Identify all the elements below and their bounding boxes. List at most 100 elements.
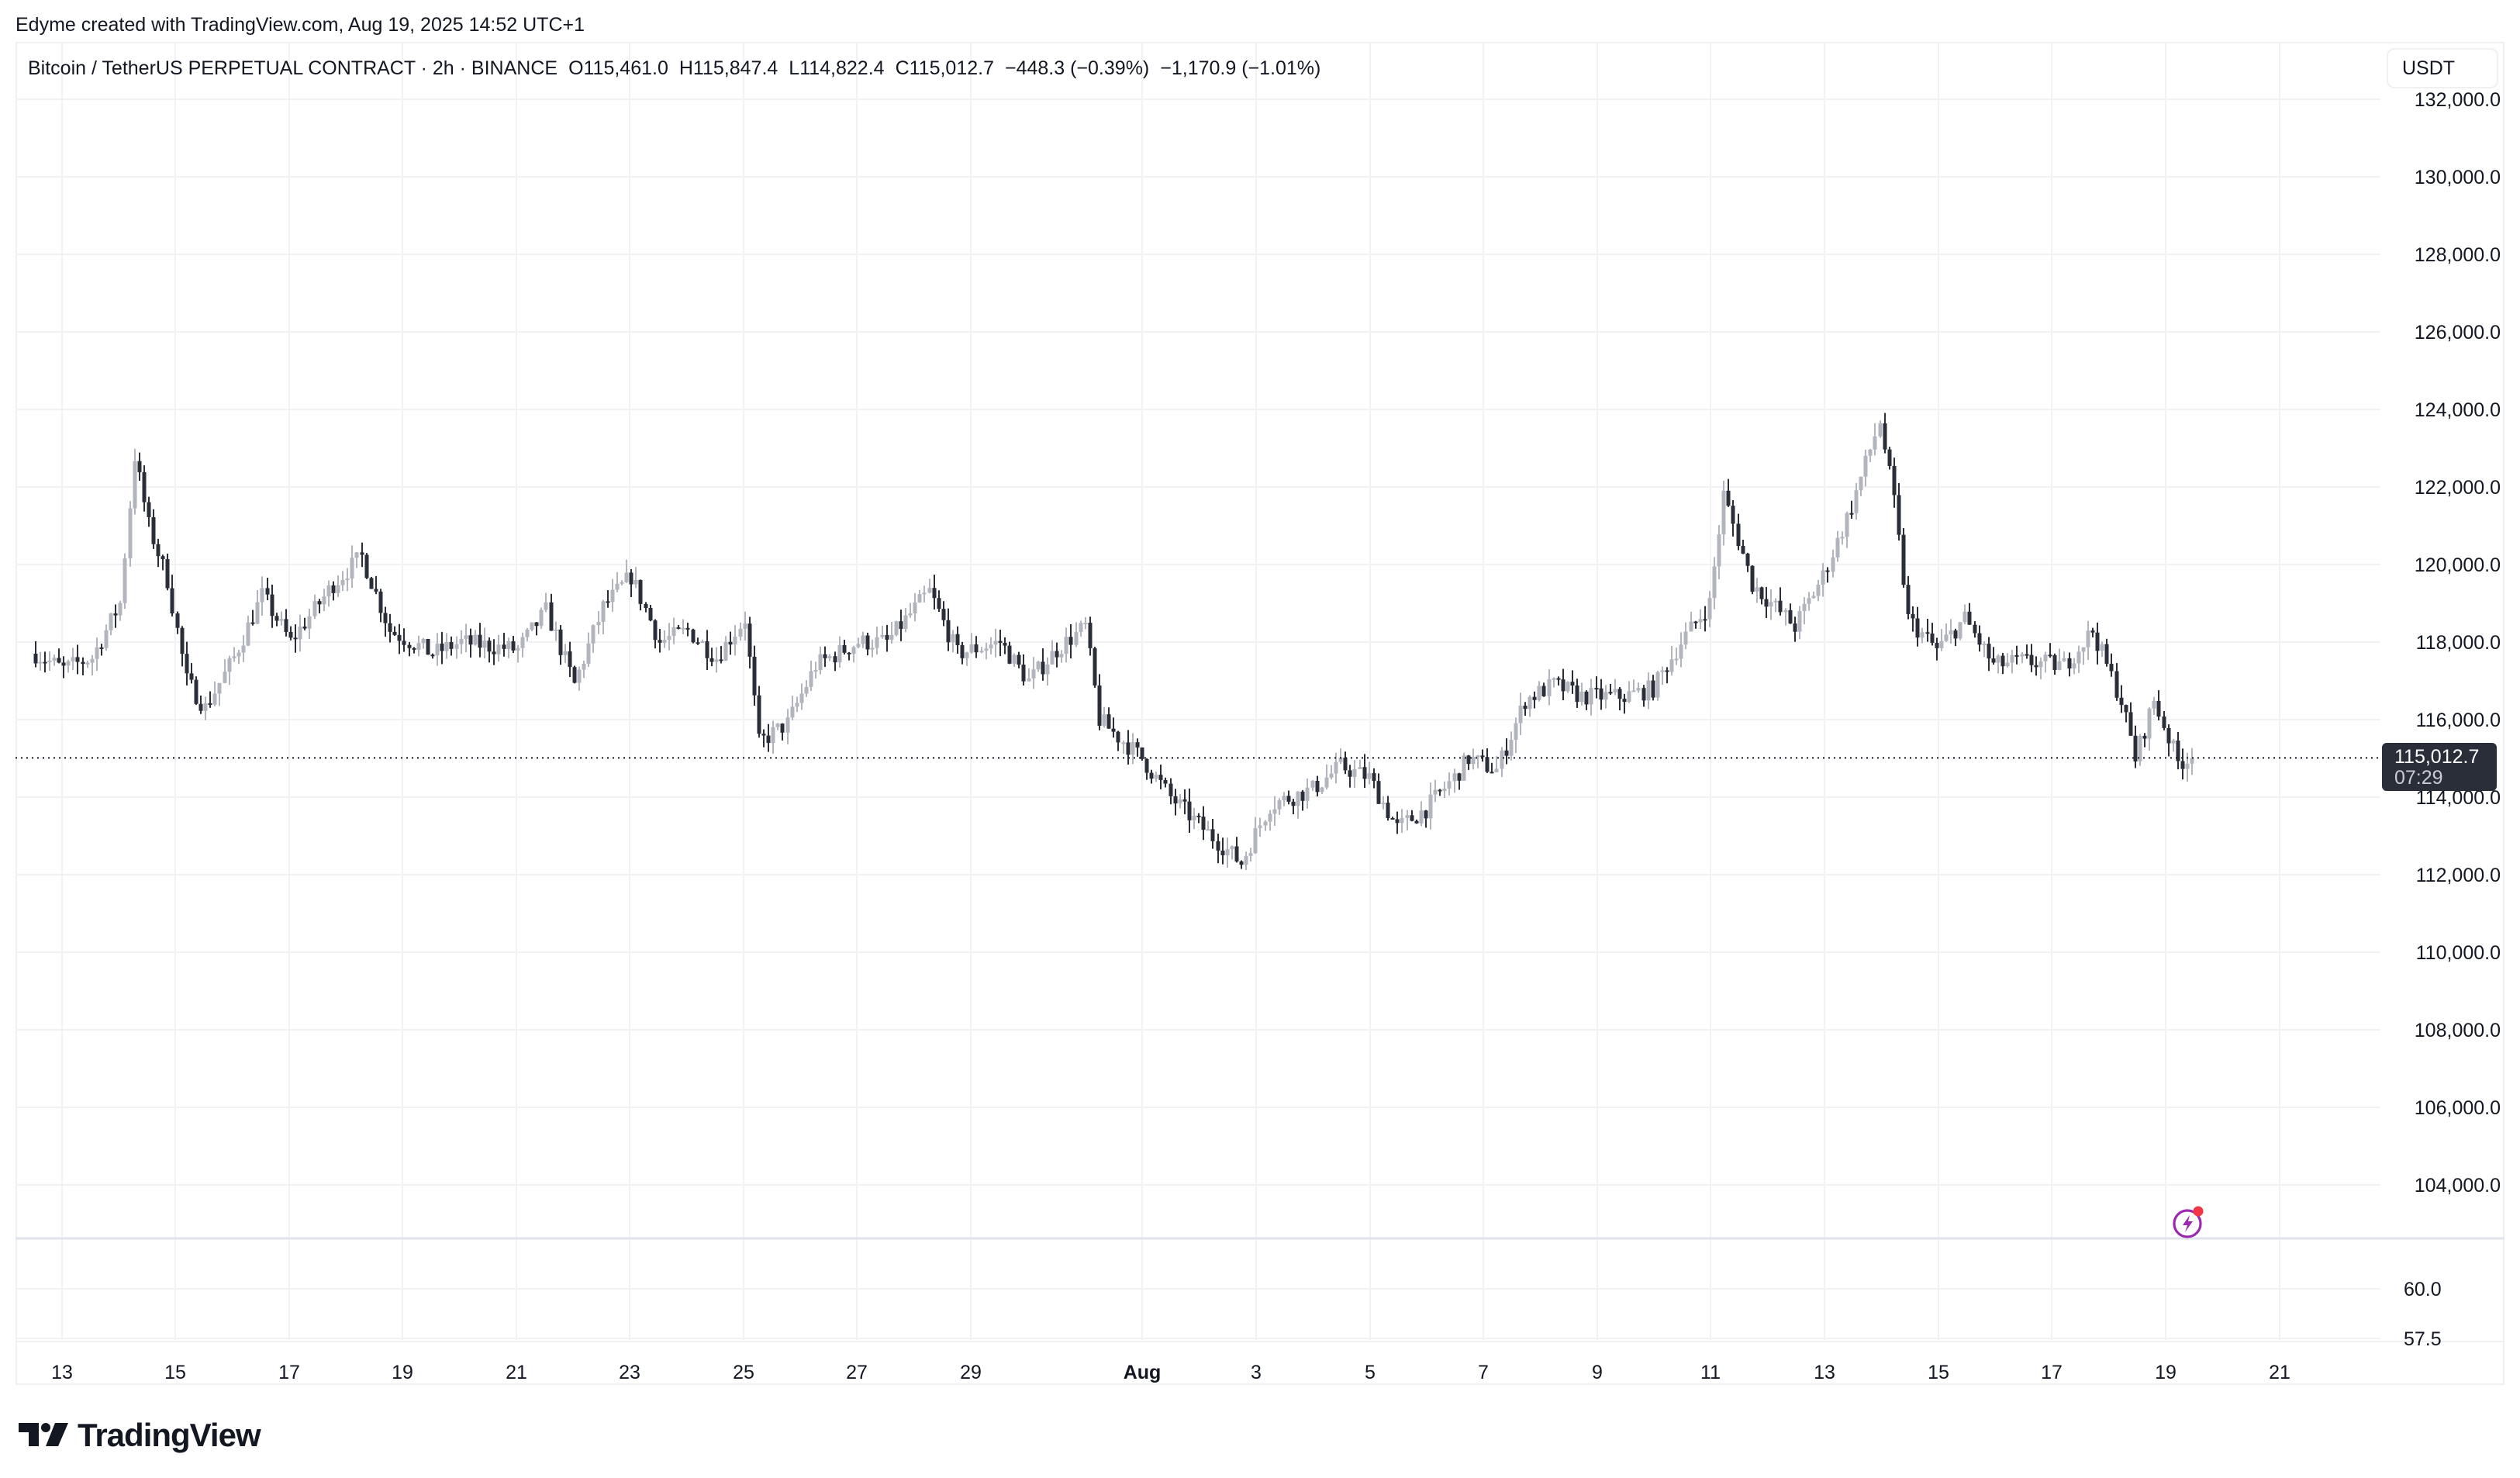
time-tick-label: 17 — [2041, 1362, 2063, 1383]
candle-down — [761, 734, 766, 736]
candle-up — [1854, 490, 1859, 513]
currency-button[interactable]: USDT — [2387, 48, 2498, 88]
candle-down — [1901, 534, 1906, 585]
candle-down — [833, 656, 837, 663]
tradingview-logo[interactable]: TradingView — [19, 1417, 261, 1453]
candle-up — [2020, 654, 2025, 657]
candle-up — [227, 658, 232, 672]
candle-down — [1210, 829, 1215, 841]
candle-up — [1962, 611, 1967, 623]
candle-down — [2176, 741, 2180, 761]
candle-down — [142, 471, 147, 502]
candle-up — [1831, 557, 1835, 572]
candle-up — [109, 613, 113, 630]
candle-down — [1741, 546, 1745, 554]
candle-up — [870, 647, 875, 650]
candle-up — [236, 652, 241, 657]
candle-down — [1897, 495, 1901, 535]
candle-up — [2171, 741, 2176, 744]
candle-up — [610, 589, 615, 603]
candle-down — [2142, 735, 2147, 739]
candle-down — [75, 657, 80, 662]
chart-grid — [16, 43, 2504, 1342]
candle-down — [941, 609, 946, 620]
candle-up — [1263, 821, 1268, 826]
candle-down — [194, 679, 198, 704]
candle-down — [1892, 465, 1897, 496]
candle-down — [1825, 570, 1830, 572]
candle-up — [496, 644, 501, 654]
candle-down — [1140, 747, 1144, 759]
candle-up — [1154, 775, 1158, 779]
candle-up — [738, 628, 743, 637]
candle-up — [2190, 758, 2194, 764]
candle-up — [1566, 682, 1570, 692]
candle-up — [1244, 855, 1248, 865]
candle-down — [137, 461, 142, 472]
candle-down — [487, 641, 492, 652]
candle-down — [2109, 664, 2114, 672]
candle-up — [922, 592, 927, 595]
candle-up — [790, 706, 795, 718]
candle-down — [1414, 820, 1419, 824]
candle-down — [766, 735, 771, 744]
candle-up — [1305, 787, 1310, 801]
candle-up — [927, 588, 932, 593]
candle-down — [2180, 761, 2185, 769]
candle-up — [1121, 742, 1126, 744]
candle-up — [1982, 644, 1987, 646]
ohlc-close: C115,012.7 — [895, 57, 994, 79]
candle-down — [1106, 714, 1111, 729]
candle-down — [1887, 449, 1892, 466]
candle-down — [317, 601, 322, 605]
candle-down — [1158, 775, 1163, 780]
candle-down — [1234, 846, 1239, 862]
candle-down — [61, 662, 66, 666]
candle-up — [1773, 600, 1778, 603]
candle-up — [255, 602, 260, 624]
candle-down — [293, 637, 298, 640]
price-axis-labels: 132,000.0 130,000.0 128,000.0 126,000.0 124,… — [2415, 89, 2501, 1197]
candle-up — [1721, 490, 1726, 535]
candle-down — [1570, 682, 1575, 686]
candle-down — [2166, 727, 2171, 744]
lightning-alert-icon[interactable] — [2171, 1204, 2207, 1240]
candle-down — [383, 613, 388, 623]
candle-up — [1367, 773, 1372, 779]
candle-down — [1736, 523, 1741, 547]
candle-down — [468, 635, 473, 645]
candle-down — [960, 645, 965, 658]
candle-up — [1958, 622, 1962, 639]
ohlc-open: O115,461.0 — [568, 57, 668, 79]
candle-up — [1230, 846, 1234, 850]
price-tick-label: 124,000.0 — [2415, 399, 2501, 421]
candle-down — [2025, 654, 2029, 656]
candle-down — [780, 723, 785, 733]
candle-up — [1338, 758, 1343, 762]
candle-down — [558, 629, 563, 655]
candle-down — [842, 644, 847, 653]
time-tick-label: 17 — [278, 1362, 300, 1383]
time-tick-label: 19 — [392, 1362, 413, 1383]
candle-up — [38, 661, 43, 664]
price-tick-label: 120,000.0 — [2415, 554, 2501, 576]
candle-up — [1816, 584, 1821, 596]
candle-down — [1561, 679, 1566, 692]
price-tick-label: 122,000.0 — [2415, 477, 2501, 499]
candle-up — [1447, 781, 1452, 789]
candle-down — [1665, 670, 1669, 672]
candle-up — [856, 644, 861, 647]
candle-down — [392, 631, 397, 635]
candle-up — [880, 634, 885, 637]
candle-up — [1442, 788, 1447, 792]
candle-up — [851, 647, 856, 654]
candle-up — [1679, 644, 1683, 659]
ohlc-change: −448.3 (−0.39%) — [1005, 57, 1150, 79]
candle-up — [1419, 810, 1424, 824]
candle-up — [217, 682, 222, 694]
candle-down — [1291, 801, 1296, 806]
candle-down — [1372, 773, 1376, 782]
candle-down — [1504, 750, 1509, 756]
symbol-title[interactable]: Bitcoin / TetherUS PERPETUAL CONTRACT · … — [28, 57, 558, 79]
